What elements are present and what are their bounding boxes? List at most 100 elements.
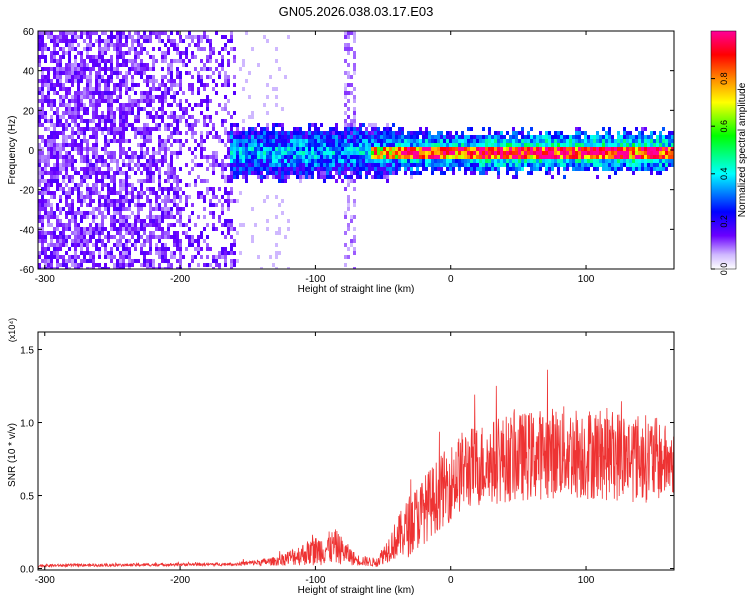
spectrogram-cell (62, 243, 65, 247)
spectrogram-cell (104, 79, 107, 83)
spectrogram-cell (221, 231, 224, 235)
spectrogram-cell (89, 39, 92, 43)
spectrogram-cell (77, 263, 80, 267)
spectrogram-cell (590, 147, 593, 151)
spectrogram-cell (167, 39, 170, 43)
spectrogram-cell (74, 79, 77, 83)
spectrogram-cell (356, 167, 359, 171)
spectrogram-cell (242, 127, 245, 131)
spectrogram-cell (395, 139, 398, 143)
spectrogram-cell (194, 55, 197, 59)
spectrogram-cell (305, 147, 308, 151)
spectrogram-cell (104, 87, 107, 91)
spectrogram-cell (122, 171, 125, 175)
spectrogram-cell (167, 247, 170, 251)
spectrogram-cell (50, 195, 53, 199)
spectrogram-cell (95, 79, 98, 83)
spectrogram-cell (233, 167, 236, 171)
spectrogram-cell (458, 167, 461, 171)
spectrogram-cell (218, 71, 221, 75)
spectrogram-cell (122, 59, 125, 63)
spectrogram-cell (521, 151, 524, 155)
spectrogram-cell (446, 139, 449, 143)
spectrogram-cell (605, 143, 608, 147)
spectrogram-cell (224, 247, 227, 251)
spectrogram-cell (416, 143, 419, 147)
spectrogram-cell (323, 179, 326, 183)
spectrogram-cell (254, 171, 257, 175)
spectrogram-cell (113, 235, 116, 239)
spectrogram-cell (131, 223, 134, 227)
spectrogram-cell (461, 163, 464, 167)
spectrogram-cell (86, 171, 89, 175)
spectrogram-cell (203, 195, 206, 199)
spectrogram-cell (59, 195, 62, 199)
spectrogram-cell (200, 143, 203, 147)
spectrogram-cell (248, 151, 251, 155)
spectrogram-cell (476, 163, 479, 167)
spectrogram-cell (110, 131, 113, 135)
spectrogram-cell (140, 247, 143, 251)
spectrogram-cell (488, 135, 491, 139)
spectrogram-cell (620, 155, 623, 159)
spectrogram-cell (38, 251, 41, 255)
spectrogram-cell (191, 83, 194, 87)
spectrogram-cell (278, 179, 281, 183)
spectrogram-cell (38, 151, 41, 155)
spectrogram-cell (116, 107, 119, 111)
spectrogram-cell (68, 195, 71, 199)
spectrogram-cell (614, 151, 617, 155)
spectrogram-cell (266, 131, 269, 135)
spectrogram-cell (647, 151, 650, 155)
spectrogram-cell (386, 139, 389, 143)
spectrogram-cell (101, 219, 104, 223)
spectrogram-cell (617, 167, 620, 171)
spectrogram-cell (71, 127, 74, 131)
spectrogram-cell (164, 91, 167, 95)
spectrogram-cell (104, 171, 107, 175)
spectrogram-cell (149, 187, 152, 191)
spectrogram-cell (233, 131, 236, 135)
spectrogram-cell (206, 59, 209, 63)
spectrogram-cell (116, 167, 119, 171)
spectrogram-cell (134, 215, 137, 219)
spectrogram-cell (140, 235, 143, 239)
spectrogram-cell (170, 167, 173, 171)
spectrogram-cell (119, 231, 122, 235)
spectrogram-cell (95, 135, 98, 139)
spectrogram-cell (131, 111, 134, 115)
spectrogram-cell (119, 31, 122, 35)
spectrogram-cell (251, 151, 254, 155)
colorbar-tick-label: 0.2 (719, 215, 729, 228)
spectrogram-cell (110, 151, 113, 155)
spectrogram-cell (77, 227, 80, 231)
spectrogram-cell (392, 155, 395, 159)
spectrogram-cell (38, 107, 41, 111)
spectrogram-cell (557, 131, 560, 135)
spectrogram-cell (629, 155, 632, 159)
spectrogram-cell (221, 63, 224, 67)
spectrogram-cell (56, 143, 59, 147)
spectrogram-cell (80, 215, 83, 219)
spectrogram-cell (50, 151, 53, 155)
spectrogram-cell (344, 135, 347, 139)
spectrogram-cell (221, 55, 224, 59)
spectrogram-cell (272, 175, 275, 179)
spectrogram-cell (200, 111, 203, 115)
spectrogram-cell (50, 31, 53, 35)
spectrogram-cell (167, 179, 170, 183)
spectrogram-cell (188, 219, 191, 223)
spectrogram-cell (488, 147, 491, 151)
spectrogram-cell (212, 151, 215, 155)
spectrogram-cell (578, 135, 581, 139)
spectrogram-cell (65, 39, 68, 43)
spectrogram-cell (452, 167, 455, 171)
spectrogram-cell (302, 143, 305, 147)
spectrogram-cell (122, 115, 125, 119)
spectrogram-cell (152, 219, 155, 223)
spectrogram-cell (98, 155, 101, 159)
spectrogram-cell (62, 147, 65, 151)
spectrogram-cell (524, 135, 527, 139)
spectrogram-cell (200, 135, 203, 139)
spectrogram-cell (77, 51, 80, 55)
